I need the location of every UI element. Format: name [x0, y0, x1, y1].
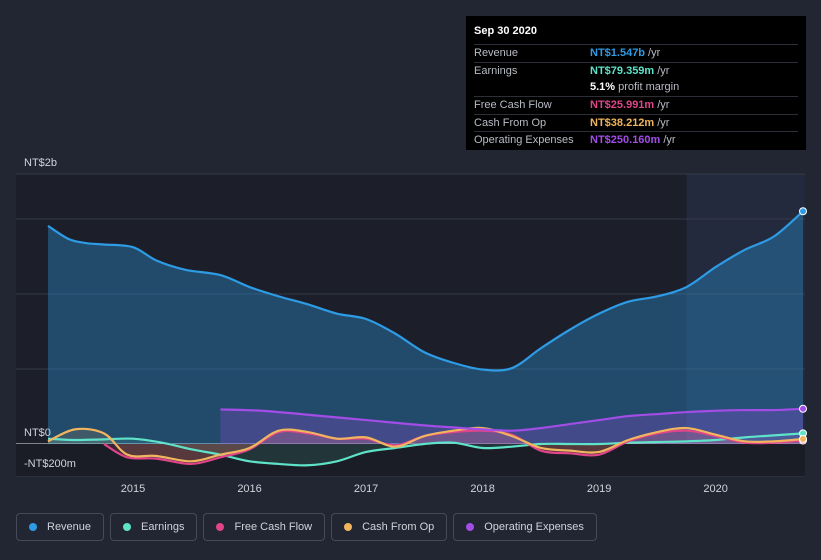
plot-background — [16, 174, 805, 476]
x-tick-label: 2017 — [354, 483, 378, 495]
legend-dot-icon — [466, 523, 475, 531]
tooltip-row-value: 5.1% — [590, 81, 616, 94]
x-axis-ticks: 2015 2016 2017 2018 2019 2020 — [121, 483, 728, 495]
y-axis-zero-label: NT$0 — [24, 427, 51, 439]
y-axis-top-label: NT$2b — [24, 157, 57, 169]
series-lines — [47, 210, 804, 467]
legend-label: Earnings — [141, 521, 185, 533]
cash-from-op-line — [47, 426, 804, 463]
tooltip-row-label — [474, 79, 590, 96]
tooltip-row-unit: /yr — [663, 134, 676, 147]
tooltip-row-value: NT$25.991m — [590, 99, 655, 112]
legend-dot-icon — [216, 523, 225, 531]
legend-item-revenue[interactable]: Revenue — [16, 513, 105, 541]
legend-label: Operating Expenses — [484, 521, 584, 533]
legend-dot-icon — [123, 523, 132, 531]
tooltip-row: Earnings NT$79.359m/yr — [474, 61, 798, 80]
negative-region — [16, 444, 805, 476]
cash-from-op-endpoint — [799, 434, 807, 443]
tooltip-row-value: NT$79.359m — [590, 64, 655, 77]
tooltip: Sep 30 2020 Revenue NT$1.547b/yr Earnings N… — [466, 16, 806, 150]
legend-label: Cash From Op — [362, 521, 435, 533]
tooltip-row-label: Free Cash Flow — [474, 99, 552, 112]
revenue-line — [47, 210, 804, 372]
tooltip-row-unit: /yr — [657, 64, 670, 77]
legend-item-cash-from-op[interactable]: Cash From Op — [331, 513, 448, 541]
tooltip-row-label: Operating Expenses — [474, 134, 574, 147]
tooltip-row: Free Cash Flow NT$25.991m/yr — [474, 96, 798, 114]
tooltip-date: Sep 30 2020 — [474, 25, 537, 37]
tooltip-row-unit: profit margin — [618, 81, 680, 94]
legend-label: Revenue — [47, 521, 92, 533]
x-tick-label: 2020 — [703, 483, 727, 495]
tooltip-row-value: NT$38.212m — [590, 116, 655, 129]
operating-expenses-area — [220, 408, 803, 444]
tooltip-row-value: NT$1.547b — [590, 47, 646, 59]
legend-label: Free Cash Flow — [234, 521, 313, 533]
forecast-highlight-band — [686, 174, 805, 476]
cash-from-op-area — [48, 427, 803, 462]
x-tick-label: 2016 — [237, 483, 261, 495]
legend-item-earnings[interactable]: Earnings — [110, 513, 198, 541]
x-tick-label: 2019 — [587, 483, 611, 495]
x-tick-label: 2015 — [121, 483, 145, 495]
legend-item-free-cash-flow[interactable]: Free Cash Flow — [203, 513, 326, 541]
tooltip-row-value: NT$250.160m — [590, 134, 661, 147]
earnings-area — [48, 433, 803, 466]
legend: Revenue Earnings Free Cash Flow Cash From O… — [16, 513, 597, 541]
operating-expenses-line — [220, 407, 804, 432]
gridlines — [16, 173, 805, 477]
legend-dot-icon — [29, 523, 37, 531]
tooltip-row-label: Earnings — [474, 64, 518, 77]
tooltip-row: Cash From Op NT$38.212m/yr — [474, 113, 798, 132]
operating-expenses-endpoint — [799, 404, 807, 413]
tooltip-row-label: Revenue — [474, 47, 519, 59]
earnings-line — [47, 432, 804, 467]
revenue-area — [48, 211, 803, 444]
tooltip-row-unit: /yr — [657, 99, 670, 112]
free-cash-flow-line — [103, 429, 804, 466]
revenue-endpoint — [799, 207, 807, 216]
free-cash-flow-area — [103, 430, 804, 464]
tooltip-row-label: Cash From Op — [474, 116, 547, 129]
tooltip-row-unit: /yr — [657, 116, 670, 129]
tooltip-rows: Revenue NT$1.547b/yr Earnings NT$79.359m/yr… — [474, 44, 798, 149]
legend-item-operating-expenses[interactable]: Operating Expenses — [453, 513, 597, 541]
series-areas — [48, 211, 804, 466]
legend-dot-icon — [344, 523, 353, 531]
tooltip-row: 5.1% profit margin — [474, 79, 798, 96]
tooltip-row-unit: /yr — [648, 47, 661, 59]
tooltip-row: Revenue NT$1.547b/yr — [474, 44, 798, 62]
tooltip-row: Operating Expenses NT$250.160m/yr — [474, 131, 798, 149]
series-endpoints — [799, 207, 807, 445]
x-tick-label: 2018 — [470, 483, 494, 495]
y-axis-bottom-label: -NT$200m — [24, 458, 76, 470]
